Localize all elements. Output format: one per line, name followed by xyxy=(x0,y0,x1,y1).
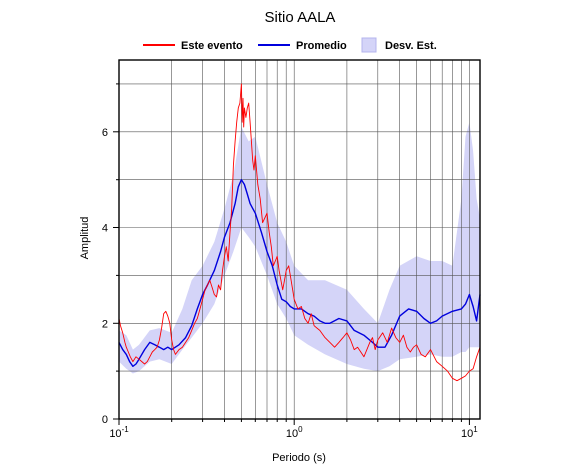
x-tick-label: 101 xyxy=(461,425,478,440)
y-tick-label: 2 xyxy=(102,318,108,330)
y-tick-label: 4 xyxy=(102,223,108,235)
plot-frame xyxy=(118,59,481,420)
chart-title: Sitio AALA xyxy=(265,9,336,26)
chart-legend: Este evento Promedio Desv. Est. xyxy=(143,37,437,53)
plot-border xyxy=(118,59,481,420)
grid-layer xyxy=(118,60,480,420)
x-tick-label: 100 xyxy=(286,425,303,440)
plot-band-layer xyxy=(119,122,480,374)
legend-este-evento-label: Este evento xyxy=(181,40,243,52)
y-tick-label: 0 xyxy=(102,414,108,426)
x-axis-label: Periodo (s) xyxy=(272,452,326,464)
x-tick-label: 10-1 xyxy=(109,425,129,440)
x-axis-ticks: 10-1 100 101 xyxy=(109,419,478,440)
series-layer xyxy=(118,83,481,382)
y-axis-label: Amplitud xyxy=(79,217,91,260)
legend-desv-est-swatch xyxy=(361,37,377,53)
y-tick-label: 6 xyxy=(102,127,108,139)
legend-promedio-label: Promedio xyxy=(296,40,347,52)
series-este-evento-line xyxy=(118,83,481,382)
y-axis-ticks: 0 2 4 6 xyxy=(102,83,119,426)
series-promedio-line xyxy=(118,179,481,367)
legend-desv-est-label: Desv. Est. xyxy=(385,40,437,52)
std-dev-band xyxy=(119,122,480,374)
